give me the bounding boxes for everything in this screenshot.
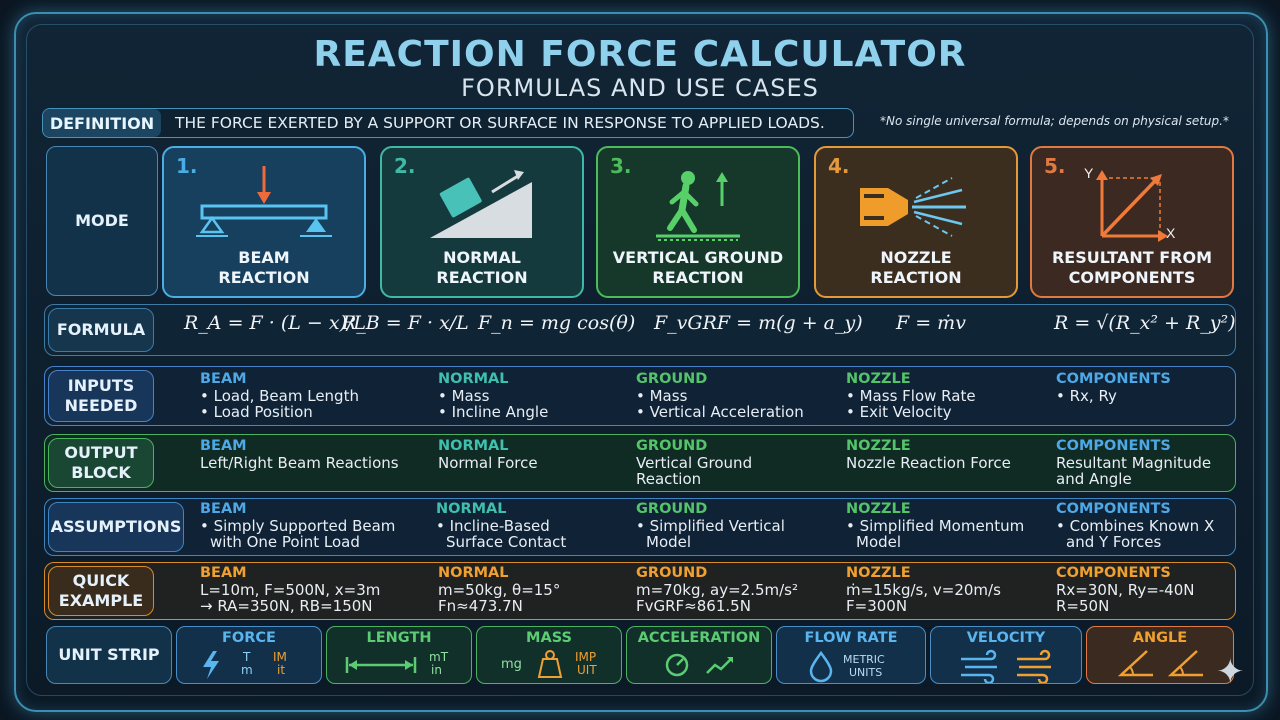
unit-strip-label: UNIT STRIP [46,626,172,684]
inputs-ground: GROUND • Mass • Vertical Acceleration [636,371,804,421]
mode-card-label: RESULTANT FROM COMPONENTS [1051,248,1212,287]
inputs-nozzle: NOZZLE • Mass Flow Rate • Exit Velocity [846,371,976,421]
angle-icon [1117,650,1203,677]
output-label: OUTPUT BLOCK [48,438,154,488]
droplet-icon [809,650,833,683]
mode-card-normal[interactable]: 2. NORMAL REACTION [380,146,584,298]
definition-bar: DEFINITION THE FORCE EXERTED BY A SUPPOR… [42,108,854,138]
axis-y-label: Y [1084,165,1094,181]
mode-number: 2. [394,154,416,178]
formula-normal: F_n = mg cos(θ) [478,312,636,334]
sparkle-icon: ✦ [1216,652,1245,692]
example-ground: GROUND m=70kg, ay=2.5m/s² FvGRF≈861.5N [636,565,798,615]
assumptions-band [44,498,1236,556]
ruler-icon [345,657,417,673]
beam-icon [196,166,332,237]
output-beam: BEAM Left/Right Beam Reactions [200,438,399,472]
definition-text: THE FORCE EXERTED BY A SUPPORT OR SURFAC… [175,114,825,132]
example-nozzle: NOZZLE ṁ=15kg/s, v=20m/s F=300N [846,565,1001,615]
mode-card-label: VERTICAL GROUND REACTION [612,248,784,287]
formula-label: FORMULA [48,308,154,352]
mode-number: 3. [610,154,632,178]
inputs-label: INPUTS NEEDED [48,370,154,422]
formula-band [44,304,1236,356]
walking-person-icon [656,171,740,241]
nozzle-icon [860,177,966,237]
unit-velocity[interactable]: VELOCITY [930,626,1082,684]
inputs-normal: NORMAL • Mass • Incline Angle [438,371,549,421]
weight-icon [537,650,563,678]
mode-number: 1. [176,154,198,178]
unit-mass[interactable]: MASS mg IMP UIT [476,626,622,684]
mode-card-resultant[interactable]: Y X 5. RESULTANT FROM COMPONENTS [1030,146,1234,298]
output-components: COMPONENTS Resultant Magnitude and Angle [1056,438,1212,488]
formula-ground: F_vGRF = m(g + a_y) [654,312,863,334]
example-normal: NORMAL m=50kg, θ=15° Fn≈473.7N [438,565,561,615]
example-components: COMPONENTS Rx=30N, Ry=-40N R=50N [1056,565,1195,615]
formula-resultant: R = √(R_x² + R_y²) [1054,312,1236,334]
mode-card-ground[interactable]: 3. VERTICAL GROUND REACTION [596,146,800,298]
mode-card-label: NORMAL REACTION [436,248,528,287]
lightning-icon [203,651,219,679]
example-band [44,562,1236,620]
unit-angle[interactable]: ANGLE [1086,626,1234,684]
axis-x-label: X [1166,225,1176,241]
incline-icon [430,170,532,238]
inputs-beam: BEAM • Load, Beam Length • Load Position [200,371,359,421]
assumptions-label: ASSUMPTIONS [48,502,184,552]
mode-card-beam[interactable]: 1. BEAM REACTION [162,146,366,298]
assumptions-nozzle: NOZZLE • Simplified Momentum Model [846,501,1025,551]
output-normal: NORMAL Normal Force [438,438,538,472]
mode-number: 4. [828,154,850,178]
inputs-band [44,366,1236,426]
definition-label: DEFINITION [43,109,161,137]
unit-length[interactable]: LENGTH mT in [326,626,472,684]
example-label: QUICK EXAMPLE [48,566,154,616]
formula-beam-a: R_A = F · (L − x)/L [184,312,367,334]
mode-card-label: NOZZLE REACTION [870,248,962,287]
formula-beam-b: R_B = F · x/L [342,312,469,334]
mode-card-label: BEAM REACTION [218,248,310,287]
assumptions-ground: GROUND • Simplified Vertical Model [636,501,785,551]
unit-force[interactable]: FORCE T m IM it [176,626,322,684]
assumptions-beam: BEAM • Simply Supported Beam with One Poin… [200,501,396,551]
gauge-trend-icon [665,653,733,677]
example-beam: BEAM L=10m, F=500N, x=3m → RA=350N, RB=150… [200,565,381,615]
mode-label: MODE [46,146,158,296]
formula-nozzle: F = ṁv [896,312,966,334]
page-subtitle: FORMULAS AND USE CASES [461,74,819,102]
output-ground: GROUND Vertical Ground Reaction [636,438,753,488]
output-band [44,434,1236,492]
mode-card-nozzle[interactable]: 4. NOZZLE REACTION [814,146,1018,298]
mode-number: 5. [1044,154,1066,178]
unit-acceleration[interactable]: ACCELERATION [626,626,772,684]
page-title: REACTION FORCE CALCULATOR [313,34,967,75]
wind-icon [961,649,1051,683]
formula-note: *No single universal formula; depends on… [880,114,1229,128]
inputs-components: COMPONENTS • Rx, Ry [1056,371,1171,405]
assumptions-normal: NORMAL • Incline-Based Surface Contact [436,501,567,551]
unit-flow-rate[interactable]: FLOW RATE METRIC UNITS [776,626,926,684]
output-nozzle: NOZZLE Nozzle Reaction Force [846,438,1011,472]
inner-frame [26,24,1254,696]
axes-vector-icon: Y X [1084,165,1176,242]
